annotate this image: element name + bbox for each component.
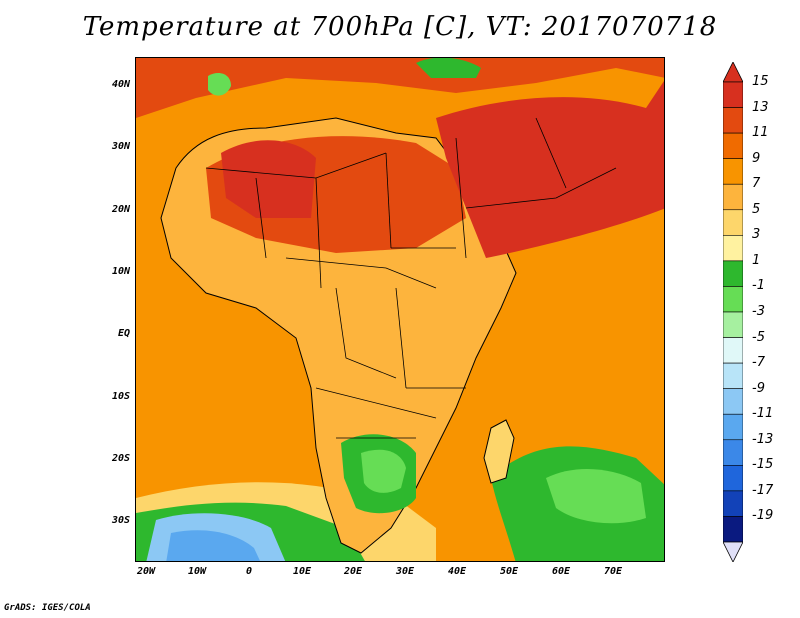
colorbar-swatch-9	[723, 311, 743, 338]
lon-label-60e: 60E	[551, 566, 571, 577]
lon-label-30e: 30E	[395, 566, 415, 577]
lon-label-20w: 20W	[136, 566, 156, 577]
iberia-green-patch	[208, 73, 231, 96]
country-border-3	[385, 152, 392, 249]
colorbar-top-arrow	[723, 62, 743, 83]
colorbar-label: -19	[752, 508, 774, 524]
country-border-11	[455, 137, 467, 259]
lon-label-50e: 50E	[499, 566, 519, 577]
colorbar-label: 7	[752, 176, 761, 192]
lat-label-30n: 30N	[111, 141, 130, 152]
europe-green-patch	[416, 58, 481, 78]
temperature-map	[136, 58, 664, 561]
colorbar-label: -9	[752, 380, 765, 396]
country-border-1	[255, 177, 267, 259]
colorbar-swatch-3	[723, 158, 743, 185]
colorbar-label: -13	[752, 431, 774, 447]
colorbar-swatch-8	[723, 286, 743, 313]
country-border-12	[465, 167, 617, 209]
lat-label-20s: 20S	[111, 453, 130, 464]
colorbar-label: 11	[752, 125, 769, 141]
indian-ocean-lightgreen	[546, 468, 646, 524]
lon-label-20e: 20E	[343, 566, 363, 577]
colorbar-swatch-2	[723, 132, 743, 159]
map-panel	[135, 57, 665, 562]
colorbar-label: 13	[752, 99, 769, 115]
country-border-9	[315, 387, 437, 419]
colorbar-swatch-15	[723, 465, 743, 492]
country-borders	[205, 117, 617, 439]
country-border-7	[395, 287, 407, 389]
colorbar-label: 3	[752, 227, 761, 243]
colorbar-label: 1	[752, 252, 761, 268]
southern-ocean-blue	[166, 530, 261, 561]
colorbar-label: -7	[752, 355, 765, 371]
madagascar	[483, 419, 515, 484]
country-border-13	[535, 117, 567, 189]
colorbar-label: -11	[752, 406, 774, 422]
colorbar-label: -17	[752, 482, 774, 498]
colorbar-label: -1	[752, 278, 765, 294]
country-border-5	[285, 257, 437, 289]
lon-label-70e: 70E	[603, 566, 623, 577]
colorbar	[723, 62, 743, 562]
lon-label-10w: 10W	[187, 566, 207, 577]
colorbar-swatch-0	[723, 81, 743, 108]
lat-label-eq: EQ	[117, 328, 130, 339]
colorbar-swatch-10	[723, 337, 743, 364]
colorbar-swatch-7	[723, 260, 743, 287]
lon-label-40e: 40E	[447, 566, 467, 577]
colorbar-swatch-13	[723, 413, 743, 441]
colorbar-swatch-6	[723, 235, 743, 262]
southern-africa-lightgreen	[361, 449, 406, 493]
colorbar-label: 5	[752, 201, 761, 217]
colorbar-bottom-arrow	[723, 541, 743, 562]
chart-title: Temperature at 700hPa [C], VT: 201707071…	[82, 12, 718, 42]
colorbar-swatch-11	[723, 362, 743, 389]
colorbar-swatch-17	[723, 516, 743, 543]
colorbar-swatch-16	[723, 490, 743, 517]
grads-credit: GrADS: IGES/COLA	[4, 603, 91, 613]
lon-label-0: 0	[245, 566, 253, 577]
country-border-6	[335, 287, 397, 379]
colorbar-swatch-14	[723, 439, 743, 466]
arabia-hottest-region	[436, 81, 664, 258]
colorbar-swatch-1	[723, 107, 743, 134]
lat-label-10s: 10S	[111, 391, 130, 402]
colorbar-label: -3	[752, 304, 765, 319]
europe-region	[136, 58, 664, 118]
lat-label-30s: 30S	[111, 515, 130, 526]
sahara-hottest-region	[221, 140, 316, 218]
colorbar-label: -5	[752, 329, 765, 345]
colorbar-label: 15	[752, 74, 769, 89]
country-border-2	[315, 177, 322, 289]
lat-label-20n: 20N	[111, 204, 130, 215]
colorbar-swatch-12	[723, 388, 743, 415]
lat-label-10n: 10N	[111, 266, 130, 277]
lat-label-40n: 40N	[111, 79, 130, 90]
colorbar-swatch-4	[723, 183, 743, 211]
colorbar-swatch-5	[723, 209, 743, 236]
colorbar-label: -15	[752, 457, 774, 473]
colorbar-label: 9	[752, 150, 761, 166]
lon-label-10e: 10E	[292, 566, 312, 577]
